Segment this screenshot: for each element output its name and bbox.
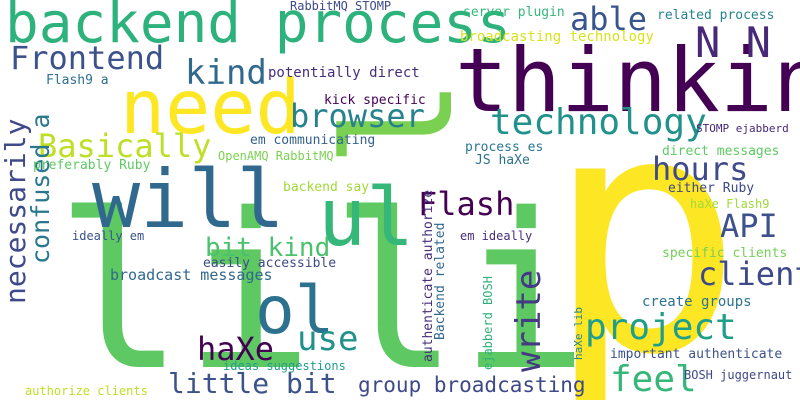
word-ejabberd-bosh: ejabberd BOSH	[481, 276, 495, 370]
word-broadcast-messages: broadcast messages	[110, 266, 273, 284]
word-js-haxe: JS haXe	[475, 153, 530, 168]
word-bit-kind: bit kind	[205, 233, 331, 263]
word-little-bit: little bit	[168, 367, 337, 400]
word-potentially-direct: potentially direct	[268, 65, 420, 81]
word-openamq-rabbitmq: OpenAMQ RabbitMQ	[218, 149, 334, 163]
word-specific-clients: specific clients	[662, 246, 788, 261]
word-ul: ul	[318, 171, 415, 264]
word-basically: Basically	[38, 127, 212, 165]
word-preferably-ruby: preferably Ruby	[33, 158, 151, 173]
word-feel: feel	[610, 359, 697, 400]
word-flash: Flash	[418, 185, 515, 223]
word-important-authenticate: important authenticate	[610, 347, 783, 362]
word-backend-process: backend process	[5, 0, 511, 56]
word-haxe-flash9: haXe Flash9	[690, 197, 770, 211]
word-use: use	[297, 319, 359, 359]
word-ideas-suggestions: ideas suggestions	[223, 359, 346, 373]
word-backend-say: backend say	[283, 180, 370, 195]
word-either-ruby: either Ruby	[668, 181, 755, 196]
word-easily-accessible: easily accessible	[203, 256, 337, 271]
word-li-1: li	[55, 167, 314, 400]
word-confused: confused a	[26, 113, 55, 264]
word-ol: ol	[255, 272, 335, 349]
word-ideally-em: ideally em	[72, 229, 145, 243]
word-browser: browser	[290, 97, 425, 135]
word-thinking: thinking	[455, 29, 800, 132]
word-group-broadcasting: group broadcasting	[358, 373, 586, 397]
word-haxe: haXe	[197, 330, 275, 368]
word-backend-related: Backend related	[433, 222, 448, 340]
word-flash9: Flash9 a	[46, 73, 109, 88]
word-n-n: N N	[695, 18, 771, 67]
word-will: will	[92, 153, 285, 246]
word-broadcasting-technology: broadcasting technology	[460, 29, 654, 45]
word-authorize-clients: authorize clients	[25, 384, 148, 398]
word-need: need	[120, 63, 301, 151]
word-em-ideally: em ideally	[460, 229, 533, 243]
word-em-communicating: em communicating	[250, 133, 376, 148]
word-p: p	[545, 43, 744, 400]
word-client: client	[698, 255, 800, 293]
word-server-plugin: server plugin	[463, 5, 565, 20]
word-create-groups: create groups	[642, 294, 752, 310]
word-stomp-ejabberd: STOMP ejabberd	[696, 122, 789, 135]
word-frontend: Frontend	[10, 39, 165, 77]
word-technology: technology	[490, 102, 707, 143]
word-able: able	[570, 0, 648, 38]
word-related-process: related process	[657, 8, 775, 23]
word-process-es: process es	[465, 140, 544, 155]
word-haxe-lib: haXe lib	[572, 307, 585, 360]
word-direct-messages: direct messages	[662, 144, 780, 159]
word-kind: kind	[185, 53, 267, 93]
word-li-2: li	[330, 167, 589, 400]
word-rabbitmq-stomp: RabbitMQ STOMP	[290, 0, 392, 13]
word-kick-specific: kick specific	[324, 93, 426, 108]
word-project: project	[585, 307, 737, 348]
word-write: write	[509, 269, 549, 372]
word-api: API	[720, 207, 778, 245]
word-hours: hours	[652, 150, 749, 188]
word-bosh-juggernaut: BOSH juggernaut	[684, 368, 793, 382]
